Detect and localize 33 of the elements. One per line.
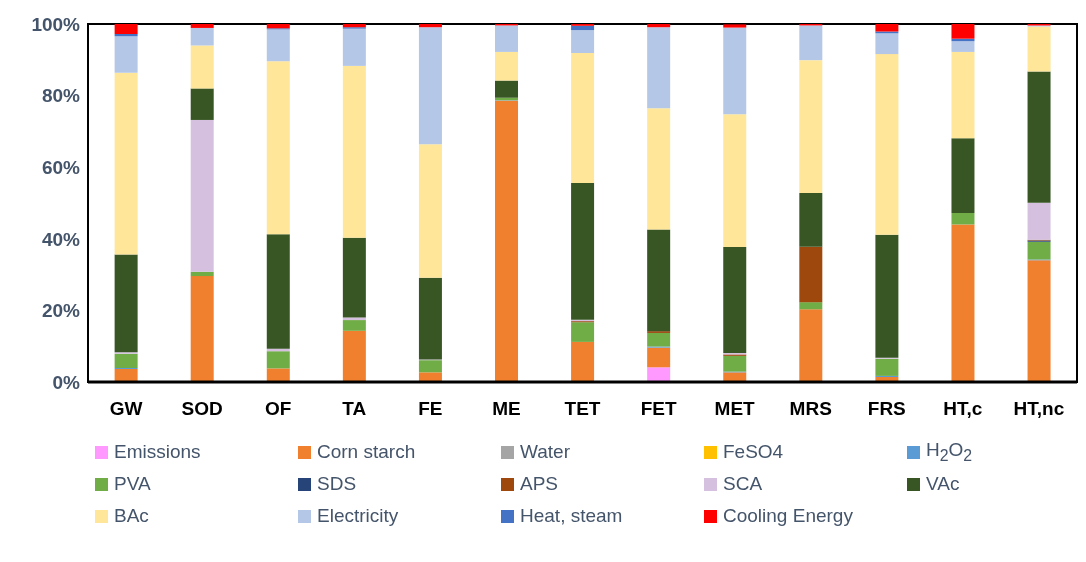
legend-label: SDS [317,473,357,494]
x-tick-label: TET [564,398,601,420]
y-tick-label: 100% [31,13,81,35]
legend-label: Cooling Energy [723,505,853,526]
legend-label: VAc [926,473,960,494]
legend-label: Corn starch [317,441,416,462]
legend-label: BAc [114,505,149,526]
x-tick-label: TA [342,398,367,420]
legend-label: Emissions [114,441,201,462]
x-tick-label: FRS [867,398,906,420]
y-tick-label: 80% [41,85,81,107]
y-tick-label: 60% [41,156,81,178]
legend-label: APS [520,473,559,494]
y-tick-label: 40% [41,228,81,250]
x-tick-label: MRS [789,398,832,420]
legend-label: SCA [723,473,763,494]
x-tick-label: HT,c [943,398,983,420]
x-tick-label: ME [492,398,521,420]
legend-label: Water [520,441,570,462]
y-tick-label: 20% [41,300,81,322]
x-tick-label: FET [640,398,677,420]
x-tick-label: SOD [181,398,223,420]
legend-label: PVA [114,473,151,494]
x-tick-label: FE [418,398,443,420]
y-tick-label: 0% [52,371,81,393]
x-tick-label: OF [265,398,292,420]
legend-label: Electricity [317,505,399,526]
x-tick-label: MET [714,398,756,420]
x-tick-label: GW [109,398,143,420]
legend-label: Heat, steam [520,505,623,526]
legend-label: FeSO4 [723,441,784,462]
legend-label: H$_{2}$O$_{2}$ [926,439,973,464]
x-tick-label: HT,nc [1013,398,1065,420]
